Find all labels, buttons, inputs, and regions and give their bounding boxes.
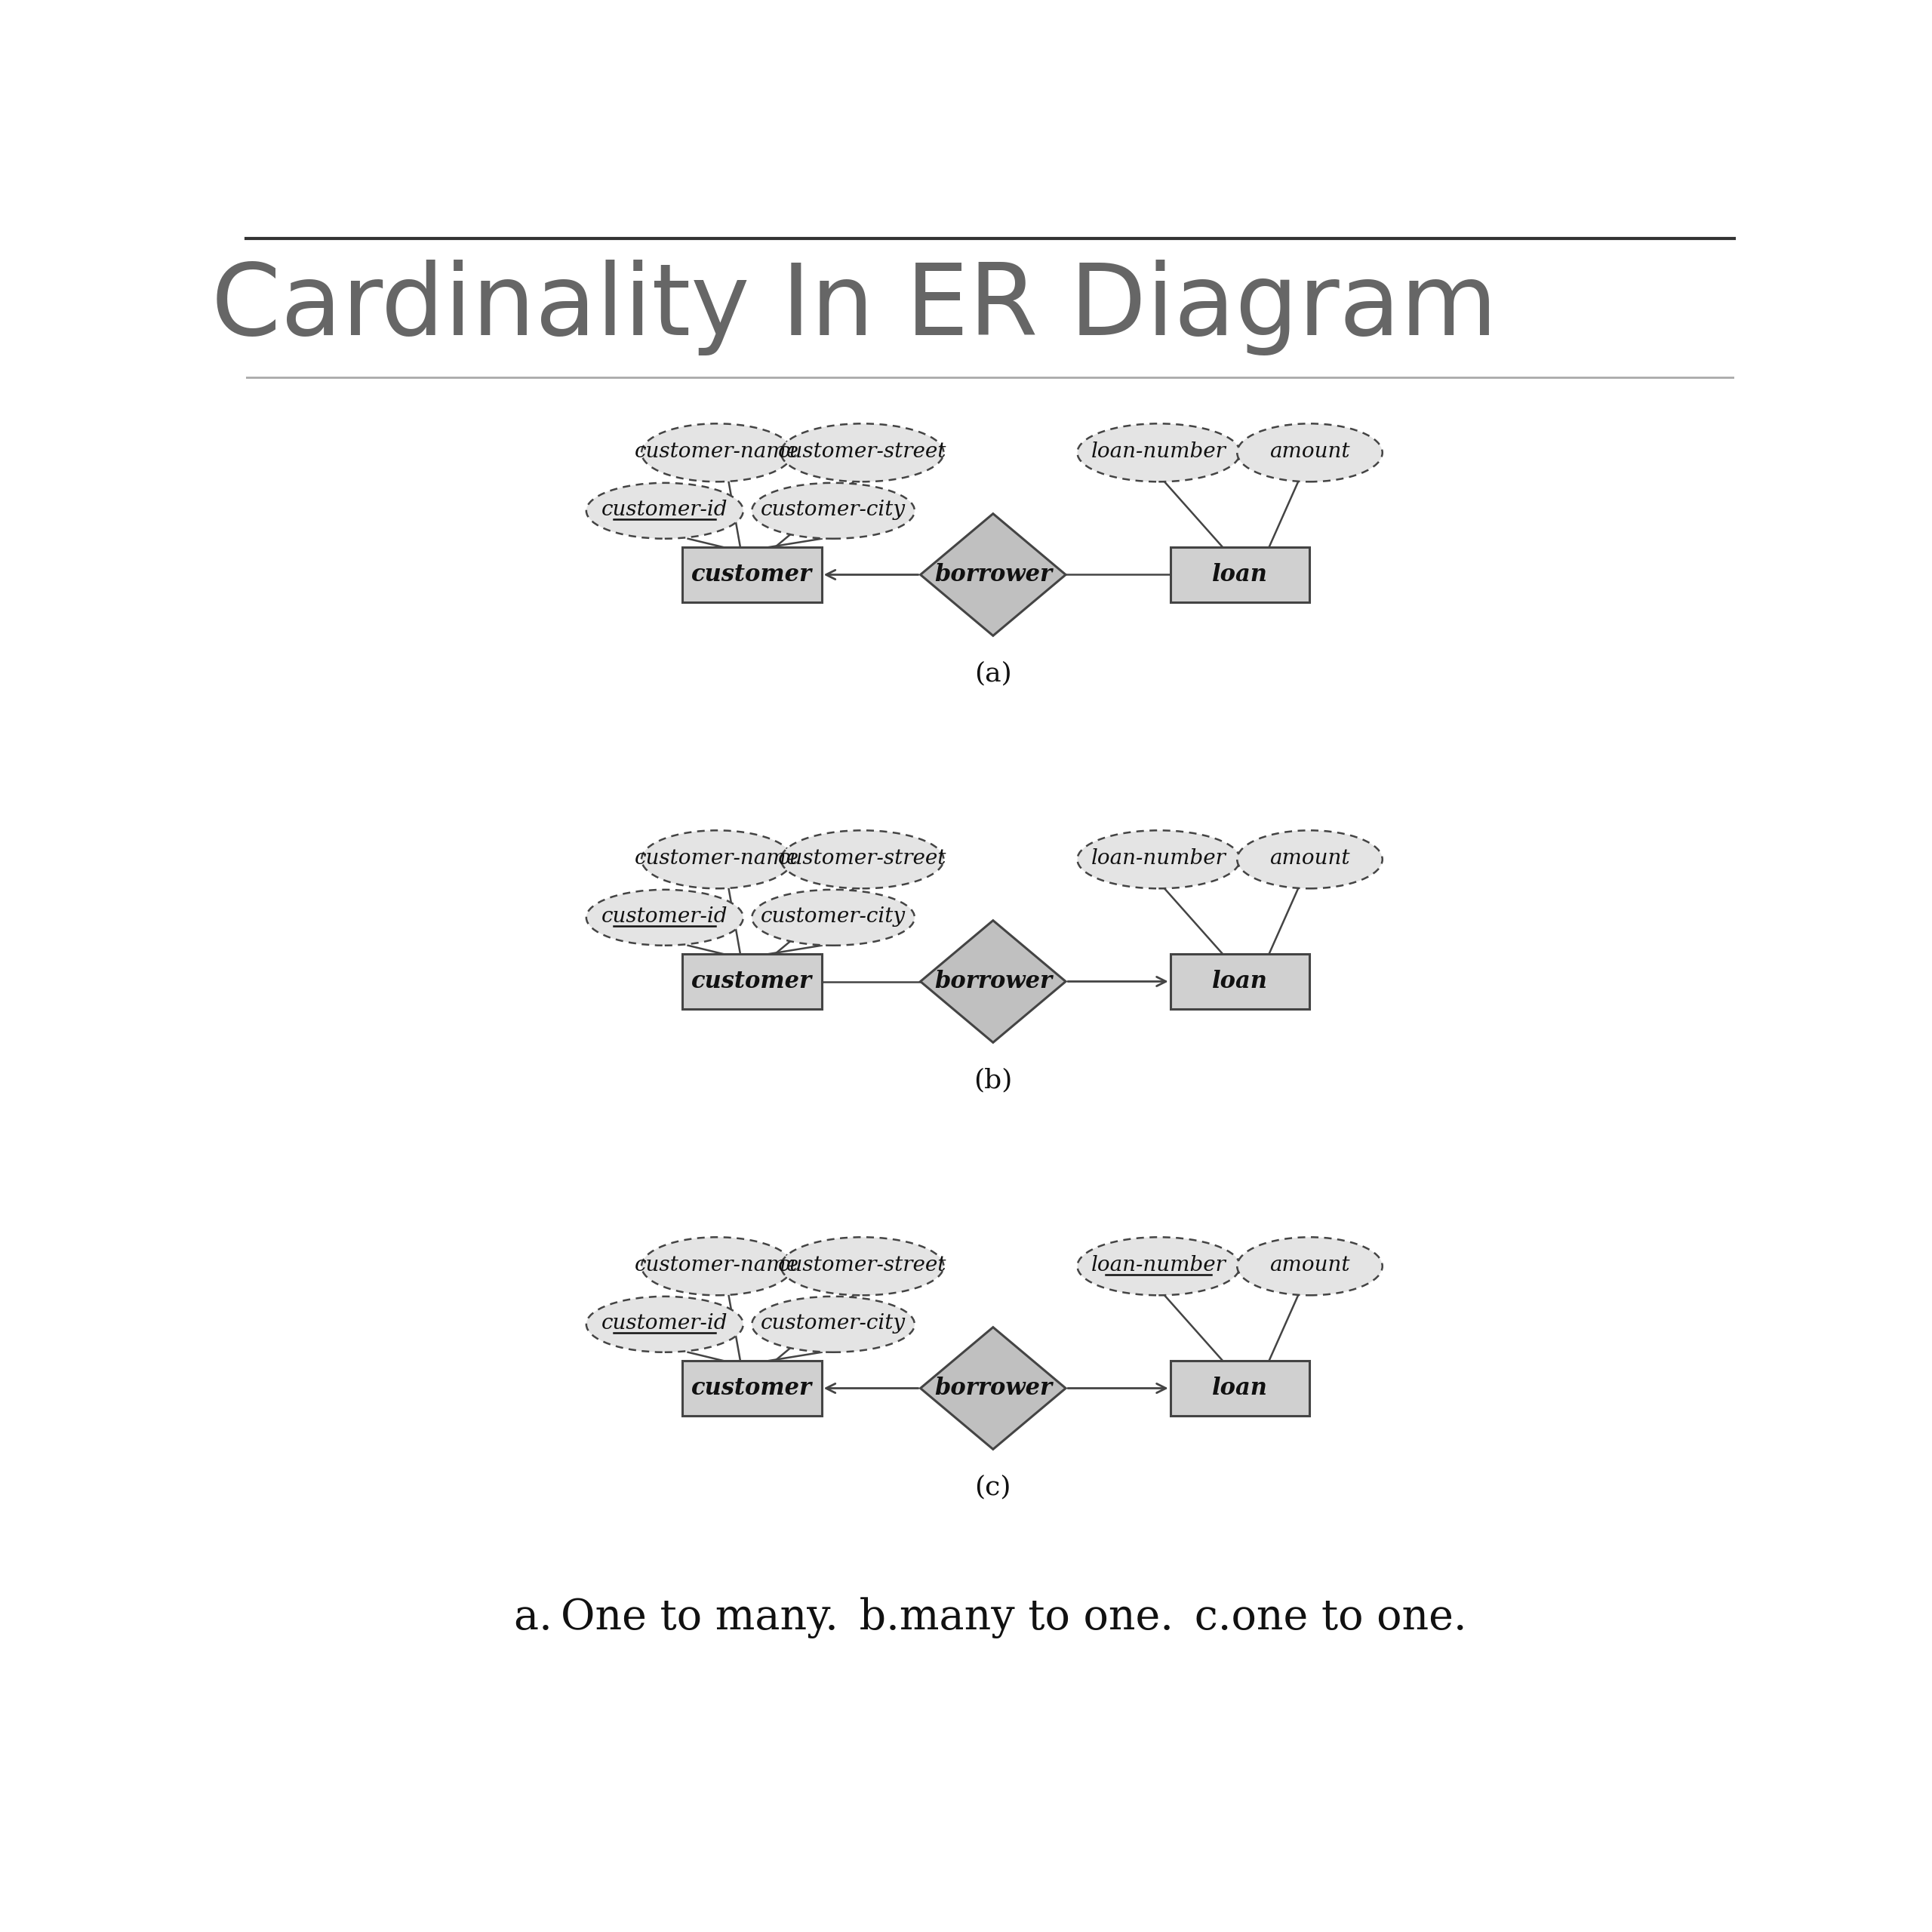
Ellipse shape [1078, 831, 1240, 889]
Text: customer-name: customer-name [636, 440, 800, 462]
Text: customer-name: customer-name [636, 1256, 800, 1275]
Ellipse shape [752, 1296, 914, 1352]
Text: loan-number: loan-number [1092, 1256, 1227, 1275]
Text: customer-id: customer-id [601, 906, 728, 927]
Text: customer: customer [692, 562, 811, 587]
Text: loan: loan [1211, 970, 1267, 993]
Ellipse shape [585, 483, 744, 539]
Text: amount: amount [1269, 440, 1350, 462]
Ellipse shape [585, 1296, 744, 1352]
Bar [682, 954, 821, 1009]
Text: Cardinality In ER Diagram: Cardinality In ER Diagram [211, 259, 1497, 355]
Ellipse shape [1236, 1236, 1383, 1294]
Text: borrower: borrower [935, 1376, 1051, 1401]
Ellipse shape [1236, 831, 1383, 889]
Ellipse shape [781, 423, 943, 481]
Polygon shape [920, 1327, 1066, 1449]
Text: customer-city: customer-city [761, 906, 906, 927]
Ellipse shape [1078, 1236, 1240, 1294]
Text: borrower: borrower [935, 970, 1051, 993]
Ellipse shape [752, 483, 914, 539]
Bar [1171, 1360, 1310, 1416]
Text: (c): (c) [976, 1474, 1010, 1499]
Text: customer-city: customer-city [761, 1314, 906, 1333]
Ellipse shape [585, 889, 744, 945]
Text: customer-city: customer-city [761, 498, 906, 520]
Text: customer-street: customer-street [779, 440, 947, 462]
Text: customer-id: customer-id [601, 498, 728, 520]
Text: amount: amount [1269, 1256, 1350, 1275]
Ellipse shape [1236, 423, 1383, 481]
Text: customer-name: customer-name [636, 848, 800, 869]
Polygon shape [920, 514, 1066, 636]
Text: loan-number: loan-number [1092, 440, 1227, 462]
Polygon shape [920, 920, 1066, 1043]
Text: amount: amount [1269, 848, 1350, 869]
Ellipse shape [641, 1236, 792, 1294]
Text: loan: loan [1211, 562, 1267, 587]
Ellipse shape [781, 1236, 943, 1294]
Bar [682, 547, 821, 603]
Bar [682, 1360, 821, 1416]
Ellipse shape [781, 831, 943, 889]
Text: (a): (a) [974, 661, 1012, 686]
Text: loan-number: loan-number [1092, 848, 1227, 869]
Text: customer-id: customer-id [601, 1314, 728, 1333]
Ellipse shape [641, 831, 792, 889]
Ellipse shape [641, 423, 792, 481]
Text: a. One to many. b.many to one. c.one to one.: a. One to many. b.many to one. c.one to … [514, 1598, 1466, 1638]
Text: (b): (b) [974, 1066, 1012, 1094]
Text: loan: loan [1211, 1376, 1267, 1401]
Bar [1171, 547, 1310, 603]
Ellipse shape [752, 889, 914, 945]
Text: customer: customer [692, 970, 811, 993]
Text: customer: customer [692, 1376, 811, 1401]
Text: customer-street: customer-street [779, 1256, 947, 1275]
Ellipse shape [1078, 423, 1240, 481]
Text: customer-street: customer-street [779, 848, 947, 869]
Bar [1171, 954, 1310, 1009]
Text: borrower: borrower [935, 562, 1051, 587]
